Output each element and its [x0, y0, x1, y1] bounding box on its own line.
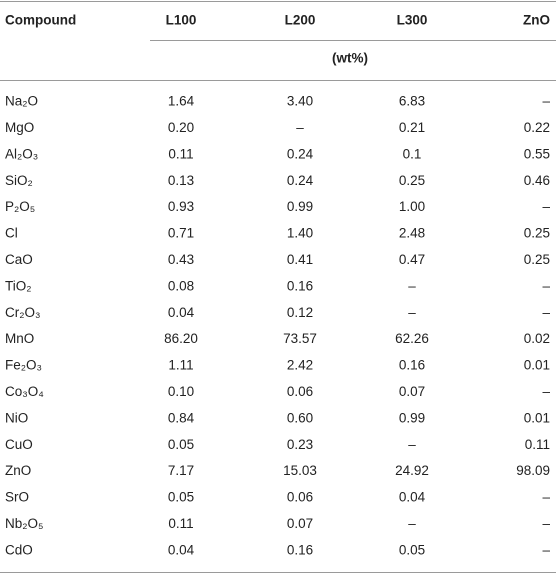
- cell-value: 0.71: [168, 226, 194, 241]
- cell-value: 0.84: [168, 410, 195, 425]
- cell-value: 0.10: [168, 384, 194, 399]
- cell-value: 0.99: [287, 199, 313, 214]
- cell-value: 0.22: [524, 120, 550, 135]
- compound-name: ZnO: [5, 463, 31, 478]
- cell-value: 0.05: [399, 542, 425, 557]
- compound-name: MnO: [5, 331, 34, 346]
- cell-value: 0.99: [399, 410, 425, 425]
- compound-name: SrO: [5, 490, 29, 505]
- cell-value: 0.05: [168, 490, 194, 505]
- column-header: ZnO: [523, 13, 550, 28]
- cell-value: –: [542, 542, 550, 557]
- column-header: L200: [285, 13, 316, 28]
- cell-value: –: [542, 94, 550, 109]
- cell-value: 0.23: [287, 437, 313, 452]
- cell-value: –: [542, 305, 550, 320]
- cell-value: 62.26: [395, 331, 429, 346]
- cell-value: 0.13: [168, 173, 194, 188]
- compound-name: Al₂O₃: [5, 146, 38, 161]
- compound-name: Cl: [5, 226, 18, 241]
- cell-value: 0.07: [287, 516, 313, 531]
- column-header: L100: [166, 13, 197, 28]
- compound-name: Fe₂O₃: [5, 358, 42, 373]
- cell-value: 2.42: [287, 358, 313, 373]
- compound-name: Cr₂O₃: [5, 305, 40, 320]
- cell-value: 0.07: [399, 384, 425, 399]
- compound-name: CuO: [5, 437, 33, 452]
- compound-name: CaO: [5, 252, 33, 267]
- compound-name: Na₂O: [5, 94, 38, 109]
- cell-value: 7.17: [168, 463, 194, 478]
- cell-value: –: [296, 120, 304, 135]
- cell-value: 0.16: [287, 278, 313, 293]
- cell-value: 0.11: [168, 146, 193, 161]
- cell-value: 0.11: [168, 516, 193, 531]
- compound-name: Nb₂O₅: [5, 516, 43, 531]
- cell-value: 6.83: [399, 94, 425, 109]
- cell-value: 0.93: [168, 199, 194, 214]
- cell-value: 0.60: [287, 410, 313, 425]
- cell-value: –: [408, 305, 416, 320]
- cell-value: 0.25: [524, 226, 550, 241]
- cell-value: 0.55: [524, 146, 550, 161]
- cell-value: 86.20: [164, 331, 198, 346]
- cell-value: 0.08: [168, 278, 194, 293]
- cell-value: 0.05: [168, 437, 194, 452]
- compound-name: SiO₂: [5, 173, 33, 188]
- cell-value: –: [408, 516, 416, 531]
- cell-value: –: [542, 384, 550, 399]
- cell-value: 3.40: [287, 94, 313, 109]
- cell-value: 0.25: [524, 252, 550, 267]
- column-header: Compound: [5, 13, 76, 28]
- cell-value: –: [542, 516, 550, 531]
- cell-value: 24.92: [395, 463, 429, 478]
- compound-name: CdO: [5, 542, 33, 557]
- compound-name: Co₃O₄: [5, 384, 44, 399]
- cell-value: 98.09: [516, 463, 550, 478]
- cell-value: 0.04: [168, 542, 195, 557]
- cell-value: –: [542, 278, 550, 293]
- cell-value: 2.48: [399, 226, 425, 241]
- cell-value: 0.16: [399, 358, 425, 373]
- compound-name: P₂O₅: [5, 199, 35, 214]
- cell-value: 1.11: [168, 358, 193, 373]
- cell-value: 0.25: [399, 173, 425, 188]
- cell-value: 0.46: [524, 173, 550, 188]
- cell-value: 0.20: [168, 120, 194, 135]
- cell-value: 1.00: [399, 199, 425, 214]
- cell-value: –: [408, 437, 416, 452]
- cell-value: –: [542, 490, 550, 505]
- cell-value: 0.04: [168, 305, 195, 320]
- cell-value: 0.12: [287, 305, 313, 320]
- cell-value: –: [408, 278, 416, 293]
- column-header: L300: [397, 13, 428, 28]
- cell-value: 15.03: [283, 463, 317, 478]
- cell-value: 0.1: [403, 146, 422, 161]
- cell-value: 0.04: [399, 490, 426, 505]
- cell-value: 0.21: [399, 120, 425, 135]
- cell-value: 0.41: [287, 252, 313, 267]
- cell-value: 73.57: [283, 331, 317, 346]
- compound-name: NiO: [5, 410, 28, 425]
- cell-value: 1.40: [287, 226, 313, 241]
- cell-value: –: [542, 199, 550, 214]
- cell-value: 0.02: [524, 331, 550, 346]
- compound-name: MgO: [5, 120, 34, 135]
- cell-value: 0.01: [524, 358, 550, 373]
- cell-value: 0.43: [168, 252, 194, 267]
- cell-value: 0.01: [524, 410, 550, 425]
- cell-value: 0.06: [287, 384, 313, 399]
- unit-label: (wt%): [332, 51, 368, 66]
- cell-value: 0.16: [287, 542, 313, 557]
- compound-name: TiO₂: [5, 278, 32, 293]
- cell-value: 0.11: [525, 437, 550, 452]
- cell-value: 0.24: [287, 146, 314, 161]
- cell-value: 0.47: [399, 252, 425, 267]
- cell-value: 0.24: [287, 173, 314, 188]
- cell-value: 0.06: [287, 490, 313, 505]
- cell-value: 1.64: [168, 94, 195, 109]
